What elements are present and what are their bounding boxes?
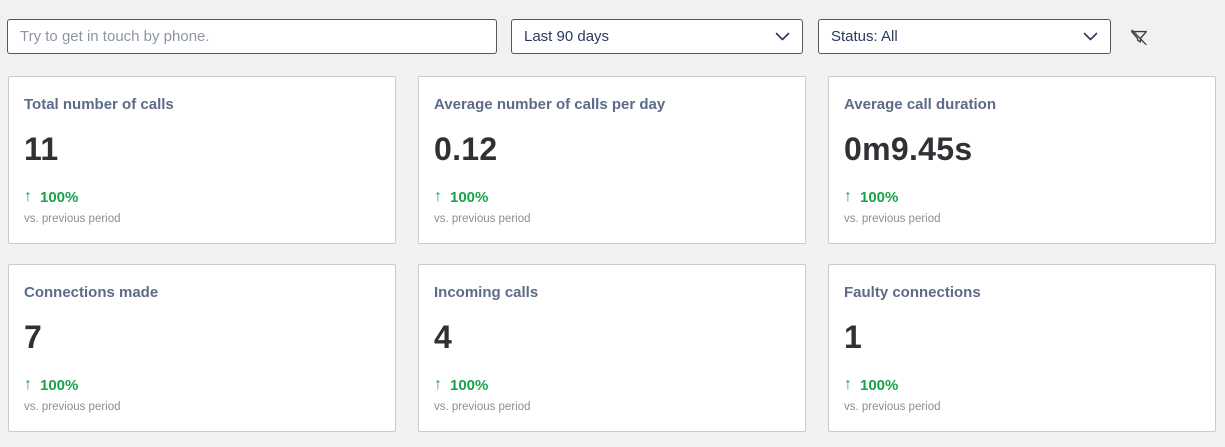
card-title: Faulty connections <box>844 284 981 301</box>
stat-card-avg-call-duration: Average call duration 0m9.45s ↑ 100% vs.… <box>828 76 1216 244</box>
trend-change: 100% <box>450 188 489 206</box>
stat-card-connections-made: Connections made 7 ↑ 100% vs. previous p… <box>8 264 396 432</box>
clear-filters-button[interactable] <box>1127 26 1151 50</box>
chevron-down-icon <box>775 32 790 41</box>
card-value: 4 <box>434 319 453 355</box>
date-range-select[interactable]: Last 90 days <box>511 19 803 54</box>
trend-change: 100% <box>860 188 899 206</box>
arrow-up-icon: ↑ <box>24 188 32 205</box>
stat-card-faulty-connections: Faulty connections 1 ↑ 100% vs. previous… <box>828 264 1216 432</box>
card-value: 11 <box>24 131 59 167</box>
card-value: 1 <box>844 319 863 355</box>
stat-card-total-calls: Total number of calls 11 ↑ 100% vs. prev… <box>8 76 396 244</box>
card-value: 0.12 <box>434 131 498 167</box>
card-title: Connections made <box>24 284 159 301</box>
stat-card-incoming-calls: Incoming calls 4 ↑ 100% vs. previous per… <box>418 264 806 432</box>
status-value: Status: All <box>831 28 898 45</box>
trend-indicator: ↑ 100% <box>844 188 1200 206</box>
chevron-down-icon <box>1083 32 1098 41</box>
card-value: 0m9.45s <box>844 131 973 167</box>
compare-label: vs. previous period <box>434 213 531 225</box>
arrow-up-icon: ↑ <box>844 188 852 205</box>
stats-grid: Total number of calls 11 ↑ 100% vs. prev… <box>8 76 1216 432</box>
trend-change: 100% <box>40 188 79 206</box>
compare-label: vs. previous period <box>24 213 121 225</box>
compare-label: vs. previous period <box>844 213 941 225</box>
filter-off-icon <box>1130 29 1148 46</box>
status-select[interactable]: Status: All <box>818 19 1111 54</box>
stat-card-avg-calls-per-day: Average number of calls per day 0.12 ↑ 1… <box>418 76 806 244</box>
card-value: 7 <box>24 319 43 355</box>
compare-label: vs. previous period <box>434 401 531 413</box>
arrow-up-icon: ↑ <box>844 376 852 393</box>
card-title: Incoming calls <box>434 284 539 301</box>
trend-change: 100% <box>40 376 79 394</box>
date-range-value: Last 90 days <box>524 28 610 45</box>
trend-indicator: ↑ 100% <box>434 188 790 206</box>
trend-indicator: ↑ 100% <box>24 376 380 394</box>
arrow-up-icon: ↑ <box>24 376 32 393</box>
trend-indicator: ↑ 100% <box>844 376 1200 394</box>
trend-indicator: ↑ 100% <box>434 376 790 394</box>
compare-label: vs. previous period <box>844 401 941 413</box>
card-title: Average call duration <box>844 96 996 113</box>
compare-label: vs. previous period <box>24 401 121 413</box>
arrow-up-icon: ↑ <box>434 376 442 393</box>
card-title: Average number of calls per day <box>434 96 666 113</box>
trend-change: 100% <box>860 376 899 394</box>
arrow-up-icon: ↑ <box>434 188 442 205</box>
trend-indicator: ↑ 100% <box>24 188 380 206</box>
card-title: Total number of calls <box>24 96 174 113</box>
trend-change: 100% <box>450 376 489 394</box>
filter-bar: Last 90 days Status: All <box>0 0 1225 66</box>
search-input[interactable] <box>7 19 497 54</box>
